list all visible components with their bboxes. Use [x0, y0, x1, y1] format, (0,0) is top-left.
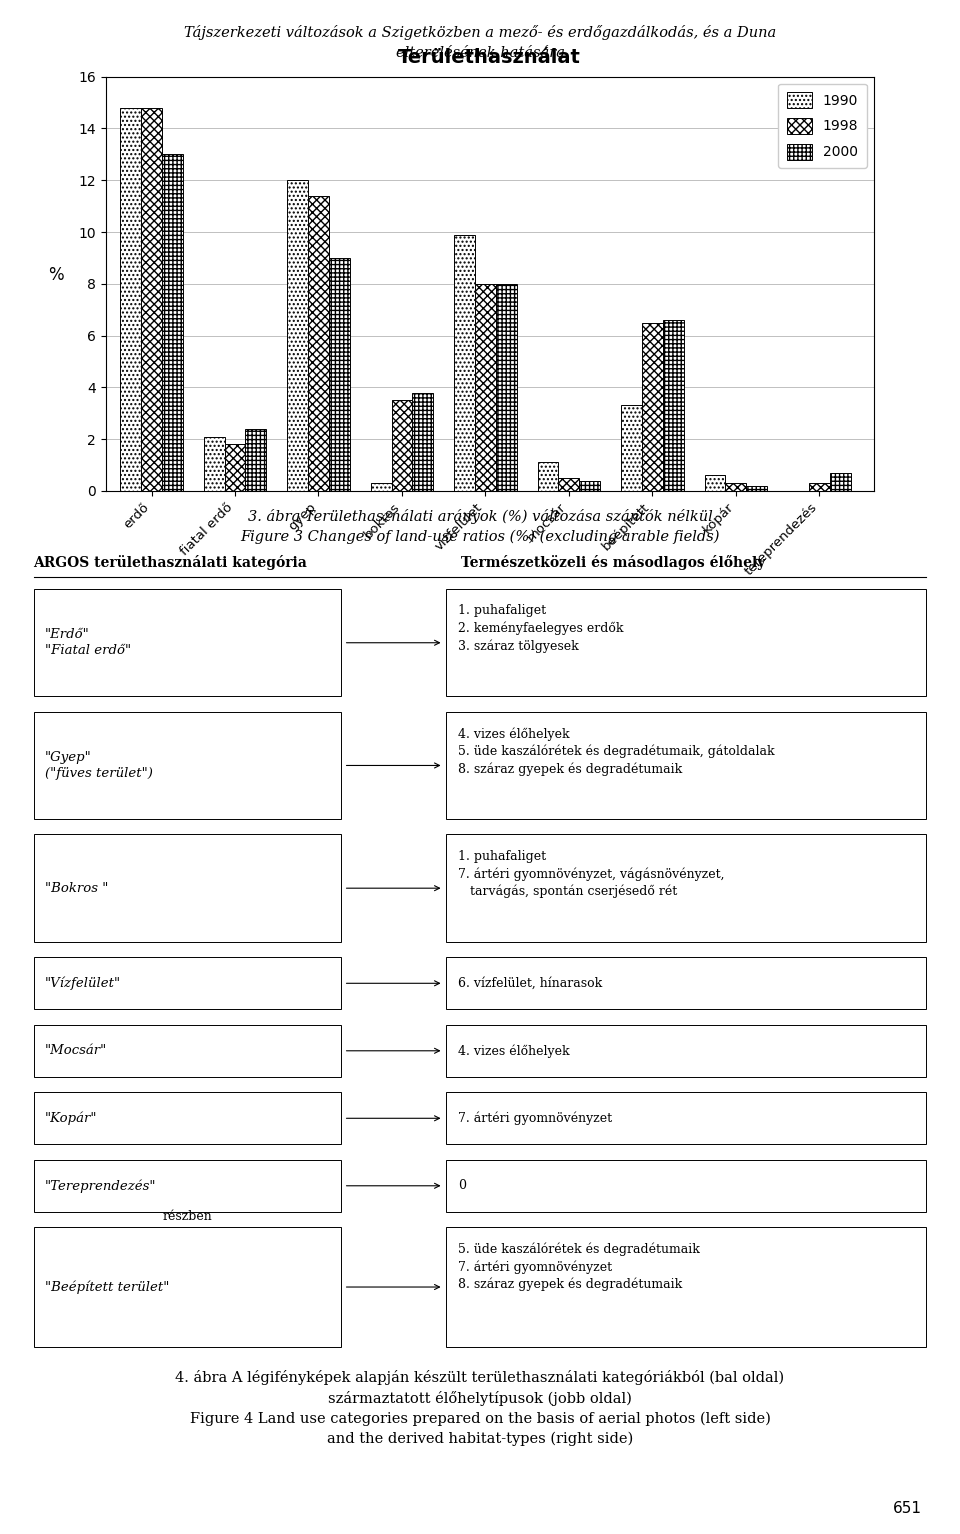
Text: 5. üde kaszálórétek és degradétumaik
7. ártéri gyomnövényzet
8. száraz gyepek és: 5. üde kaszálórétek és degradétumaik 7. … [458, 1243, 700, 1292]
Title: Területhasználat: Területhasználat [398, 48, 581, 67]
Bar [496, 284, 516, 491]
Text: 651: 651 [893, 1500, 922, 1516]
Text: "Tereprendezés": "Tereprendezés" [45, 1180, 156, 1192]
Text: "Vízfelület": "Vízfelület" [45, 977, 121, 989]
Text: elterelésének hatására: elterelésének hatására [396, 46, 564, 60]
Text: 1. puhafaliget
7. ártéri gyomnövényzet, vágásnövényzet,
   tarvágás, spontán cse: 1. puhafaliget 7. ártéri gyomnövényzet, … [458, 850, 725, 899]
Bar [246, 428, 266, 491]
Bar [475, 284, 496, 491]
Bar [809, 483, 829, 491]
Bar [287, 179, 308, 491]
Bar [621, 405, 642, 491]
Bar [642, 322, 662, 491]
Bar [329, 258, 349, 491]
Bar [204, 437, 225, 491]
Text: "Mocsár": "Mocsár" [45, 1045, 108, 1057]
Bar [371, 483, 392, 491]
Bar [454, 235, 475, 491]
Text: "Bokros ": "Bokros " [45, 882, 108, 894]
Bar [579, 480, 600, 491]
Text: 6. vízfelület, hínarasok: 6. vízfelület, hínarasok [458, 977, 602, 989]
Bar [225, 445, 246, 491]
Bar [662, 321, 684, 491]
Text: "Beépített terület": "Beépített terület" [45, 1281, 170, 1293]
Bar [746, 486, 767, 491]
Bar [308, 196, 329, 491]
Bar [829, 472, 851, 491]
Text: Tájszerkezeti változások a Szigetközben a mező- és erdőgazdálkodás, és a Duna: Tájszerkezeti változások a Szigetközben … [184, 25, 776, 40]
Text: 4. vizes élőhelyek
5. üde kaszálórétek és degradétumaik, gátoldalak
8. száraz gy: 4. vizes élőhelyek 5. üde kaszálórétek é… [458, 727, 775, 776]
Text: 3. ábra Területhasználati arányok (%) változása szántók nélkül: 3. ábra Területhasználati arányok (%) vá… [248, 509, 712, 525]
Text: 7. ártéri gyomnövényzet: 7. ártéri gyomnövényzet [458, 1112, 612, 1124]
Bar [120, 107, 141, 491]
Text: 4. ábra A légifényképek alapján készült területhasználati kategóriákból (bal old: 4. ábra A légifényképek alapján készült … [176, 1370, 784, 1447]
Bar [726, 483, 746, 491]
Text: 1. puhafaliget
2. keményfaelegyes erdők
3. száraz tölgyesek: 1. puhafaliget 2. keményfaelegyes erdők … [458, 604, 623, 653]
Text: Figure 3 Changes of land-use ratios (%) (excluding arable fields): Figure 3 Changes of land-use ratios (%) … [240, 529, 720, 543]
Text: 4. vizes élőhelyek: 4. vizes élőhelyek [458, 1045, 569, 1057]
Text: "Erdő"
"Fiatal erdő": "Erdő" "Fiatal erdő" [45, 627, 132, 658]
Bar [538, 462, 559, 491]
Bar [162, 155, 182, 491]
Text: 0: 0 [458, 1180, 466, 1192]
Legend: 1990, 1998, 2000: 1990, 1998, 2000 [779, 84, 867, 167]
Bar [559, 479, 579, 491]
Text: ARGOS területhasználati kategória: ARGOS területhasználati kategória [34, 555, 307, 571]
Bar [141, 107, 162, 491]
Y-axis label: %: % [48, 265, 63, 284]
Text: "Kopár": "Kopár" [45, 1112, 98, 1124]
Text: részben: részben [162, 1210, 212, 1223]
Bar [392, 400, 413, 491]
Text: "Gyep"
("füves terület"): "Gyep" ("füves terület") [45, 750, 153, 781]
Text: Természetközeli és másodlagos élőhely: Természetközeli és másodlagos élőhely [461, 555, 765, 571]
Bar [705, 476, 726, 491]
Bar [413, 393, 433, 491]
